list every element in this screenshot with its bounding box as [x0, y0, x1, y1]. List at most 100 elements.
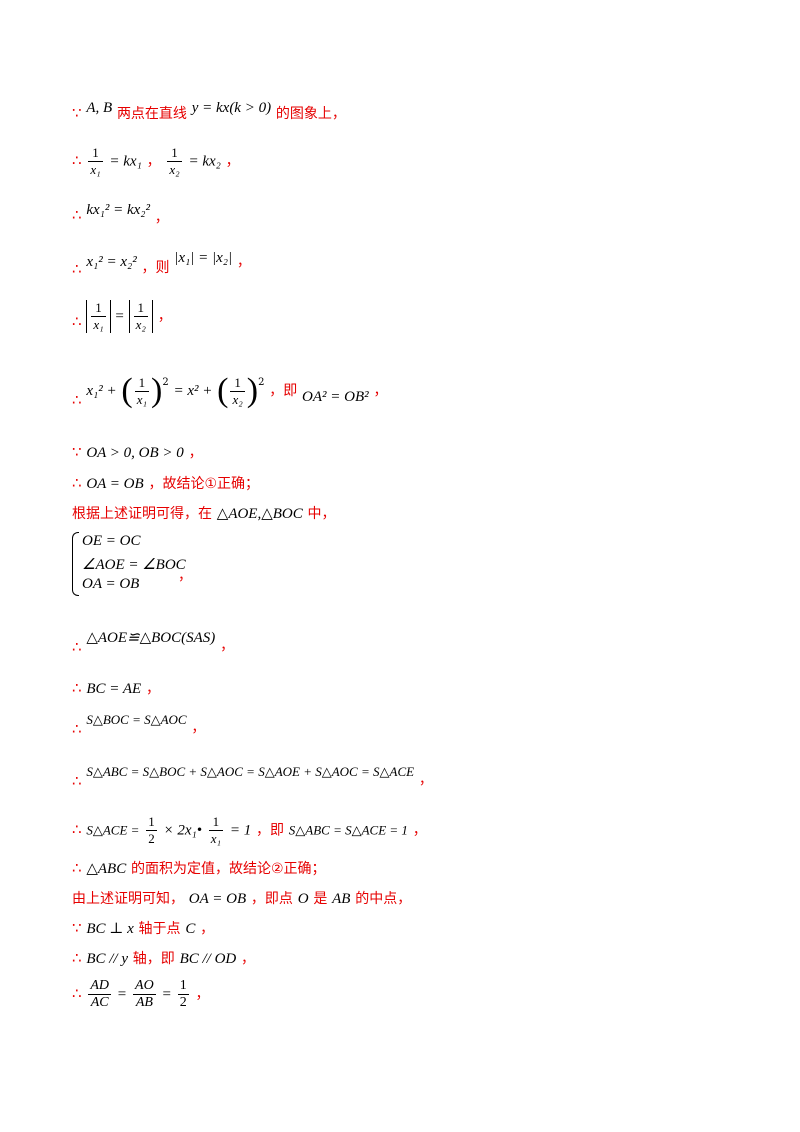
- math-point-c: C: [185, 921, 196, 937]
- text-conclusion-1: ，故结论①正确；: [148, 476, 260, 492]
- line-16: ∴ △ABC 的面积为定值，故结论②正确；: [72, 858, 326, 878]
- comma: ，: [200, 921, 215, 937]
- math-times-2x1: × 2x₁•: [163, 822, 202, 839]
- math-x1-squared-plus: x₁² +: [86, 383, 117, 399]
- math-bc-parallel-od: BC // OD: [179, 951, 237, 967]
- therefore-symbol: ∴: [72, 984, 82, 1003]
- therefore-symbol: ∴: [72, 151, 82, 170]
- therefore-symbol: ∴: [72, 820, 82, 839]
- math-area-chain: S△ABC = S△BOC + S△AOC = S△AOE + S△AOC = …: [86, 764, 415, 779]
- text-line: 两点在直线: [116, 106, 187, 122]
- math-congruent: △AOE≌△BOC(SAS): [86, 630, 216, 646]
- comma: ，: [412, 822, 427, 839]
- math-bc-equals-ae: BC = AE: [86, 681, 142, 697]
- math-oa-equals-ob: OA = OB: [188, 891, 247, 907]
- therefore-symbol: ∴: [72, 391, 82, 409]
- text-namely: ，即: [269, 383, 298, 399]
- line-11: ∴ △AOE≌△BOC(SAS) ，: [72, 628, 234, 656]
- fraction-ao-ab: AO AB: [133, 978, 156, 1010]
- because-symbol: ∵: [72, 443, 82, 461]
- math-ab: AB: [332, 891, 351, 907]
- math-oa-ob-squared: OA² = OB²: [302, 389, 369, 405]
- fraction-1-x1: 1 x₁: [88, 145, 103, 177]
- text-conclusion-2: 的面积为定值，故结论②正确；: [130, 861, 326, 877]
- fraction-1-x2: 1 x₂: [167, 145, 182, 177]
- line-13: ∴ S△BOC = S△AOC ，: [72, 710, 205, 738]
- therefore-symbol: ∴: [72, 474, 82, 492]
- line-9: 根据上述证明可得，在 △AOE,△BOC 中，: [72, 503, 336, 523]
- comma: ，: [241, 951, 256, 967]
- comma: ，: [373, 383, 388, 399]
- comma: ，: [225, 153, 240, 170]
- comma: ，: [195, 986, 210, 1003]
- math-s-ace: S△ACE =: [86, 822, 140, 838]
- math-kx1: = kx₁: [109, 153, 142, 170]
- comma: ，: [220, 638, 235, 654]
- comma: ，: [191, 720, 206, 736]
- system-row-1: OE = OC: [82, 533, 141, 549]
- comma: ，: [146, 153, 161, 170]
- math-point-o: O: [297, 891, 309, 907]
- abs-1-over-x1: 1 x₁: [86, 300, 111, 333]
- therefore-symbol: ∴: [72, 638, 82, 656]
- text-according: 根据上述证明可得，在: [72, 506, 212, 522]
- comma: ，: [145, 681, 160, 697]
- math-bc-perp-x: BC ⊥ x: [86, 921, 134, 937]
- system-row-2: ∠AOE = ∠BOC: [82, 557, 186, 573]
- math-area-equal: S△BOC = S△AOC: [86, 712, 187, 727]
- therefore-symbol: ∴: [72, 949, 82, 967]
- line-5: ∴ 1 x₁ = 1 x₂ ，: [72, 300, 172, 333]
- math-oa-ob-positive: OA > 0, OB > 0: [86, 445, 184, 461]
- fraction-1-x1: 1 x₁: [134, 374, 149, 407]
- comma: ，: [188, 445, 203, 461]
- math-equals-one: = 1: [229, 822, 252, 839]
- abs-1-over-x2: 1 x₂: [128, 300, 153, 333]
- fraction-ad-ac: AD AC: [88, 978, 111, 1010]
- text-namely: ，即: [255, 822, 284, 839]
- comma: ，: [178, 568, 192, 584]
- math-points: A, B: [86, 100, 113, 116]
- math-x-squared: x₁² = x₂²: [86, 254, 137, 270]
- math-oa-equals-ob: OA = OB: [86, 476, 144, 492]
- line-1: ∵ A, B 两点在直线 y = kx(k > 0) 的图象上，: [72, 100, 346, 123]
- comma: ，: [418, 772, 433, 788]
- text-from-proof: 由上述证明可知，: [72, 891, 184, 907]
- comma: ，: [157, 308, 172, 325]
- line-7: ∵ OA > 0, OB > 0 ，: [72, 442, 203, 462]
- text-axis-at-point: 轴于点: [138, 921, 181, 937]
- line-19: ∴ BC // y 轴，即 BC // OD ，: [72, 948, 255, 968]
- equals: =: [117, 986, 127, 1003]
- text-graph: 的图象上，: [275, 106, 346, 122]
- text-in: 中，: [307, 506, 336, 522]
- math-kx-squared: kx₁² = kx₂²: [86, 202, 151, 218]
- therefore-symbol: ∴: [72, 206, 82, 224]
- therefore-symbol: ∴: [72, 720, 82, 738]
- text-then: ，则: [141, 260, 170, 276]
- line-8: ∴ OA = OB ，故结论①正确；: [72, 473, 259, 493]
- fraction-1-x1: 1 x₁: [208, 814, 224, 846]
- line-2: ∴ 1 x₁ = kx₁ ， 1 x₂ = kx₂ ，: [72, 145, 240, 178]
- equals: =: [162, 986, 171, 1003]
- line-17: 由上述证明可知， OA = OB ，即点 O 是 AB 的中点，: [72, 888, 411, 908]
- comma: ，: [236, 254, 251, 270]
- left-brace: [72, 532, 79, 596]
- line-12: ∴ BC = AE ，: [72, 678, 160, 698]
- therefore-symbol: ∴: [72, 679, 82, 697]
- math-x-squared-plus: = x² +: [173, 383, 213, 399]
- therefore-symbol: ∴: [72, 260, 82, 278]
- text-namely-point: ，即点: [250, 891, 293, 907]
- system-row-3: OA = OB: [82, 576, 140, 592]
- math-area-result: S△ABC = S△ACE = 1: [288, 822, 408, 838]
- line-18: ∵ BC ⊥ x 轴于点 C ，: [72, 918, 214, 938]
- text-is: 是: [313, 891, 328, 907]
- math-kx2: = kx₂: [188, 153, 221, 170]
- equals: =: [115, 308, 124, 325]
- because-symbol: ∵: [72, 919, 82, 937]
- math-line-equation: y = kx(k > 0): [191, 100, 272, 116]
- comma: ，: [154, 210, 169, 226]
- because-symbol: ∵: [72, 104, 82, 122]
- therefore-symbol: ∴: [72, 312, 82, 331]
